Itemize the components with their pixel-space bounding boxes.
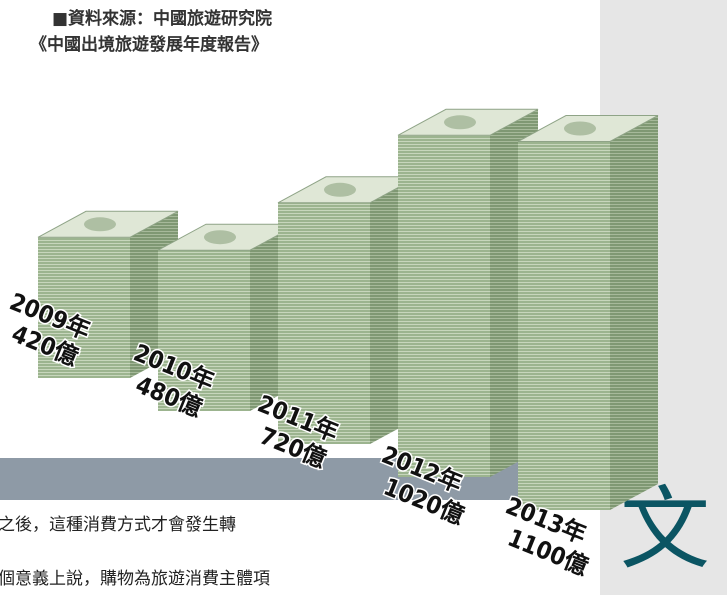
- bill-portrait: [444, 115, 476, 130]
- report-line: 《中國出境旅遊發展年度報告》: [30, 34, 268, 55]
- source-line: ■資料來源：中國旅遊研究院: [52, 8, 272, 29]
- bill-portrait: [324, 182, 356, 197]
- bar: [518, 141, 610, 510]
- bar: [158, 250, 250, 411]
- article-line: 之後，這種消費方式才會發生轉: [0, 515, 236, 535]
- bill-portrait: [84, 217, 116, 232]
- bar: [38, 237, 130, 378]
- article-line: 個意義上說，購物為旅遊消費主體項: [0, 569, 270, 589]
- bar: [398, 135, 490, 478]
- bill-portrait: [564, 121, 596, 136]
- bar-side: [610, 115, 658, 510]
- bill-portrait: [204, 230, 236, 245]
- bar: [278, 202, 370, 444]
